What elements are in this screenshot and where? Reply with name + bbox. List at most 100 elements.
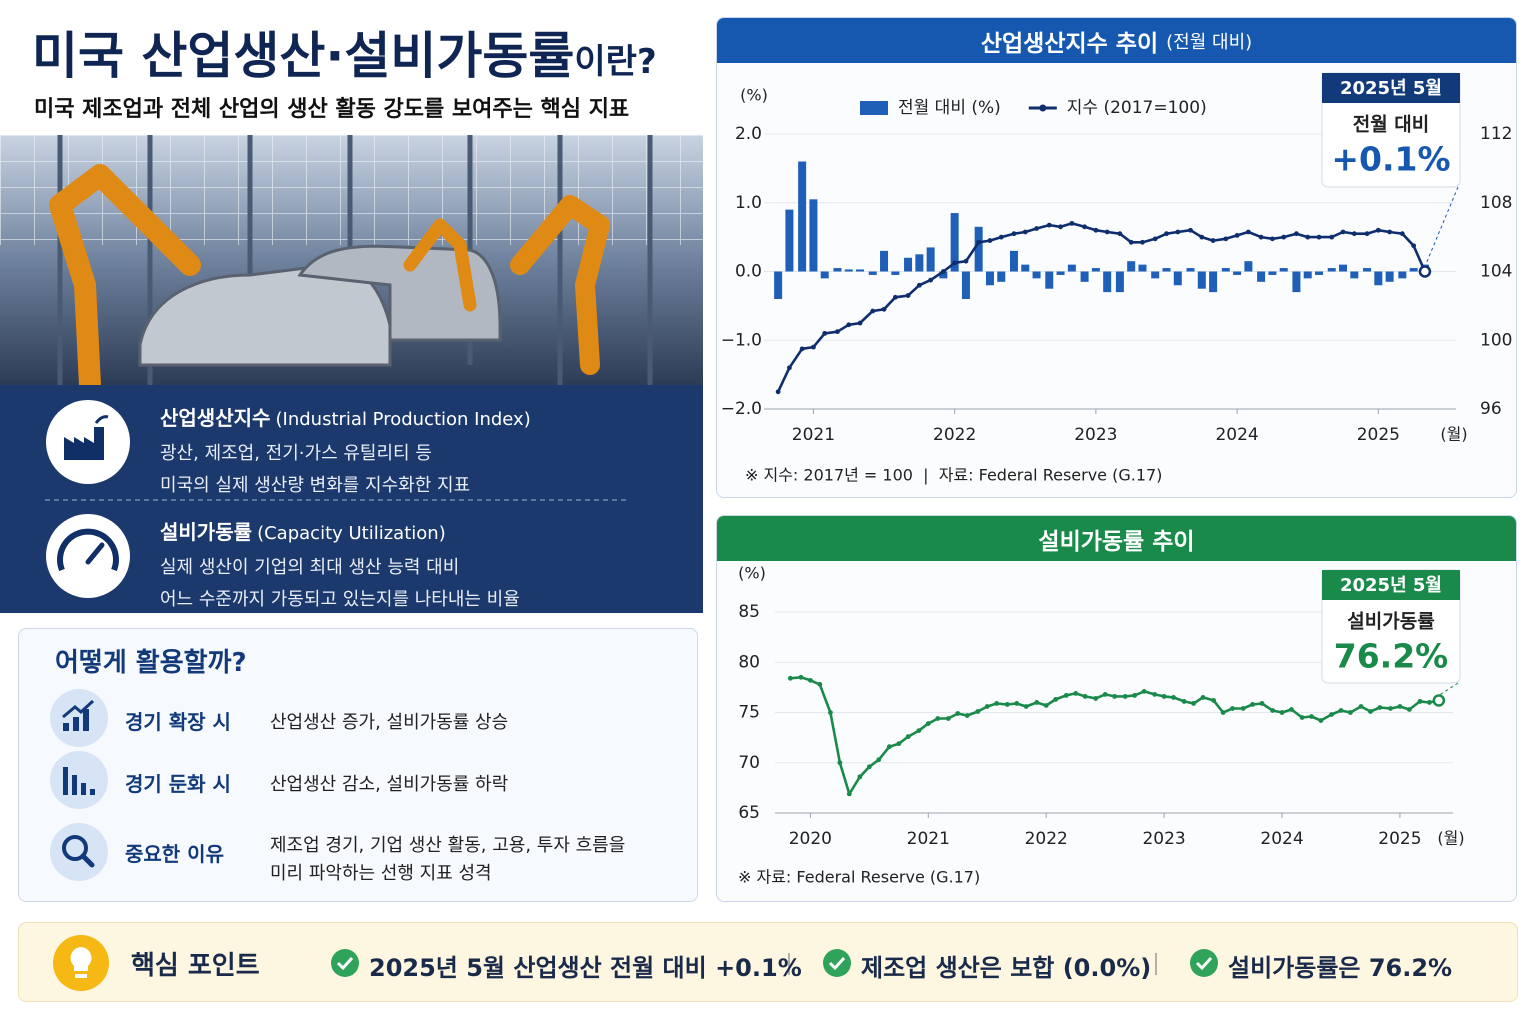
point [1388, 706, 1393, 711]
point [1069, 220, 1075, 226]
point [1250, 702, 1255, 707]
bar [1127, 261, 1136, 272]
point [1141, 688, 1147, 694]
point [1351, 231, 1357, 237]
point [905, 293, 911, 298]
point [1152, 692, 1158, 697]
point [1246, 229, 1251, 235]
bar [833, 268, 842, 272]
point [916, 282, 922, 288]
key-item: 2025년 5월 산업생산 전월 대비 +0.1% [369, 954, 802, 982]
point [775, 389, 781, 395]
bar [961, 271, 970, 299]
point [952, 260, 958, 266]
point [1316, 234, 1322, 240]
point [1112, 694, 1117, 699]
point [1220, 710, 1226, 715]
y2-tick-label: 96 [1480, 399, 1502, 419]
bar [809, 199, 818, 272]
y2-tick-label: 112 [1480, 124, 1512, 144]
point [846, 322, 852, 328]
bar [1173, 271, 1182, 286]
bar [1115, 271, 1124, 293]
usage-desc: 산업생산 감소, 설비가동률 하락 [270, 774, 509, 795]
definition-title: 산업생산지수 [160, 406, 271, 430]
point [1199, 234, 1205, 240]
x-tick-label: 2021 [907, 829, 950, 849]
chart-title: 설비가동률 추이 [1038, 528, 1195, 555]
subtitle: 미국 제조업과 전체 산업의 생산 활동 강도를 보여주는 핵심 지표 [34, 97, 630, 122]
point [1377, 705, 1383, 710]
point [1348, 710, 1353, 715]
x-tick-label: 2023 [1074, 425, 1117, 445]
point [1234, 233, 1240, 238]
bar [1268, 271, 1277, 275]
point [928, 277, 934, 283]
point [1043, 703, 1049, 708]
point [1309, 714, 1314, 719]
point [892, 294, 898, 300]
factory-photo [0, 135, 703, 385]
point [1281, 234, 1287, 240]
bar [1363, 268, 1372, 272]
x-unit: (월) [1437, 829, 1464, 848]
check-circle [823, 949, 851, 977]
usage-icons [50, 689, 108, 881]
point [1240, 706, 1246, 711]
point [886, 744, 892, 750]
point [963, 258, 969, 264]
bar [985, 271, 994, 286]
key-item: 제조업 생산은 보합 (0.0%) [861, 954, 1152, 982]
bar [868, 271, 877, 275]
usage-label: 중요한 이유 [125, 842, 224, 866]
title-main: 미국 산업생산·설비가동률 [32, 27, 575, 85]
point [976, 239, 982, 245]
point [1175, 229, 1181, 235]
bar [1009, 250, 1018, 272]
point [817, 681, 823, 687]
bar [891, 271, 900, 275]
last-point [1418, 265, 1432, 278]
point [1034, 226, 1039, 231]
point [1338, 708, 1344, 713]
growth-arrow [62, 699, 95, 719]
point [1305, 234, 1311, 240]
y-tick-label: −1.0 [721, 330, 762, 350]
last-point [1432, 694, 1446, 707]
x-tick-label: 2024 [1215, 425, 1258, 445]
robot-arm [510, 195, 610, 375]
x-tick-label: 2025 [1378, 829, 1421, 849]
x-tick-label: 2020 [789, 829, 832, 849]
point [945, 716, 951, 721]
y-tick-label: 2.0 [735, 124, 762, 144]
y2-tick-label: 100 [1480, 330, 1512, 350]
point [1289, 707, 1294, 712]
title-suffix: 이란? [574, 42, 657, 82]
point [1014, 701, 1020, 706]
factory-icon [64, 427, 104, 460]
callout-date: 2025년 5월 [1340, 78, 1442, 99]
robot-arm [49, 164, 201, 385]
point [822, 330, 828, 336]
y-label: (%) [738, 564, 766, 583]
key-item: 설비가동률은 76.2% [1228, 954, 1453, 982]
bar [1398, 271, 1407, 279]
gauge-icon [57, 528, 119, 572]
bar [1315, 271, 1324, 275]
x-tick-label: 2023 [1142, 829, 1185, 849]
point [846, 791, 852, 797]
point [940, 269, 946, 274]
point [1140, 239, 1145, 245]
definition-line: 실제 생산이 기업의 최대 생산 능력 대비 [160, 557, 460, 578]
point [1152, 236, 1158, 242]
bar [1350, 271, 1359, 279]
bar [1091, 268, 1100, 272]
definition-title: 설비가동률 [160, 520, 252, 544]
bar [798, 161, 807, 272]
callout-label: 전월 대비 [1353, 114, 1430, 136]
bar [1233, 271, 1242, 275]
y2-tick-label: 104 [1480, 262, 1512, 282]
y-tick-label: 70 [738, 753, 760, 773]
usage-label: 경기 확장 시 [125, 710, 231, 734]
